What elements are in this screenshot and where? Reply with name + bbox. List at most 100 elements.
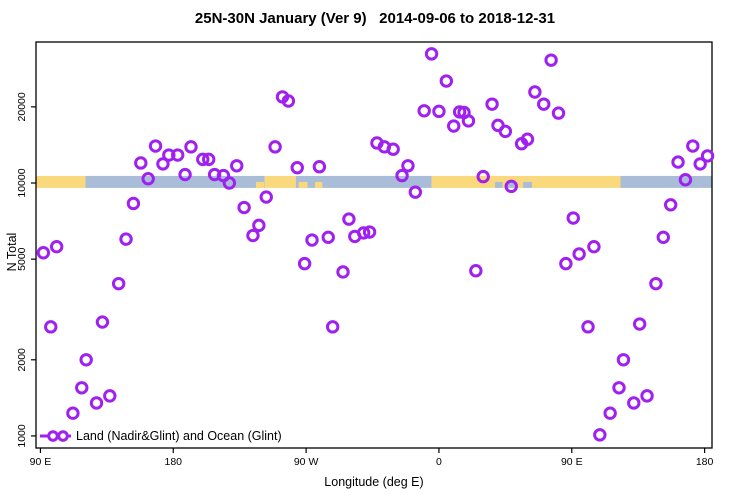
data-point (640, 389, 654, 403)
legend-point-icon (47, 430, 59, 442)
data-point (141, 172, 155, 186)
data-point (268, 140, 282, 154)
ocean-band-segment (85, 175, 265, 188)
data-point (162, 148, 176, 162)
data-point (395, 168, 409, 183)
x-tick-label: 90 W (294, 456, 319, 468)
data-point (259, 190, 273, 204)
data-point (656, 230, 670, 245)
data-point (572, 247, 586, 261)
data-point (686, 139, 700, 153)
data-point (627, 396, 641, 410)
data-point (566, 211, 580, 225)
data-point (312, 160, 327, 174)
data-point (485, 97, 499, 111)
data-point (222, 176, 237, 190)
data-point (417, 104, 431, 118)
x-tick-label: 180 (696, 456, 714, 468)
legend-label: Land (Nadir&Glint) and Ocean (Glint) (76, 429, 282, 443)
data-point (79, 353, 93, 367)
data-point (252, 218, 266, 233)
data-point (103, 389, 117, 403)
data-point (386, 142, 400, 156)
data-point (700, 149, 715, 163)
data-point (89, 396, 104, 410)
data-point (95, 315, 110, 329)
ocean-band-patch (506, 181, 518, 188)
data-point (297, 256, 312, 271)
data-point (408, 185, 423, 199)
data-point (237, 200, 251, 215)
data-point (537, 97, 551, 111)
data-point (75, 381, 89, 395)
data-point (469, 264, 483, 278)
data-point (134, 156, 148, 170)
x-tick-label: 90 E (30, 456, 52, 468)
y-tick-label: 2000 (16, 348, 28, 372)
y-tick-label: 1000 (16, 424, 28, 448)
y-tick-label: 5000 (16, 247, 28, 271)
data-point (66, 406, 80, 420)
data-point (476, 169, 490, 184)
data-point (44, 320, 58, 334)
data-point (201, 152, 216, 167)
data-point (401, 159, 415, 173)
data-point (432, 104, 446, 119)
data-point (551, 106, 566, 120)
data-point (559, 256, 573, 271)
data-point (119, 232, 133, 246)
data-point (356, 226, 371, 240)
data-point (504, 179, 518, 194)
data-point (305, 233, 319, 247)
ocean-band-patch (523, 181, 532, 188)
data-point (603, 406, 617, 420)
data-point (325, 320, 340, 334)
data-point (587, 239, 601, 254)
data-point (616, 353, 631, 367)
x-tick-label: 0 (436, 456, 442, 468)
x-tick-label: 180 (165, 456, 183, 468)
data-point (184, 140, 198, 154)
data-point (581, 320, 595, 334)
data-point (447, 119, 461, 133)
data-point (362, 225, 377, 239)
data-point (281, 94, 296, 108)
data-point (528, 85, 542, 99)
land-band-patch (298, 181, 308, 188)
chart-title: 25N-30N January (Ver 9) 2014-09-06 to 20… (194, 10, 556, 27)
land-band-patch (314, 181, 323, 188)
data-point (156, 157, 170, 171)
data-point (342, 212, 356, 226)
data-point (612, 381, 626, 395)
data-point (678, 173, 693, 187)
data-point (178, 167, 192, 182)
x-tick-label: 90 E (561, 456, 583, 468)
land-band-segment (36, 175, 86, 188)
data-point (544, 53, 558, 67)
data-point (111, 276, 126, 291)
data-point (321, 230, 335, 245)
plot-box (35, 41, 713, 449)
data-point (693, 157, 707, 171)
ocean-band-segment (620, 175, 712, 188)
y-tick-label: 20000 (16, 92, 28, 121)
data-point (196, 152, 210, 167)
data-point (461, 114, 476, 128)
data-point (336, 265, 350, 279)
data-point (439, 74, 454, 88)
legend-point-icon (57, 430, 69, 442)
land-band-segment (264, 175, 296, 188)
ocean-band-patch (495, 181, 503, 188)
data-point (290, 160, 304, 175)
data-point (632, 317, 647, 331)
data-point (520, 132, 535, 146)
y-tick-label: 10000 (16, 168, 28, 197)
data-point (170, 148, 185, 162)
data-point (36, 246, 51, 260)
data-point (49, 239, 64, 254)
data-point (424, 47, 439, 61)
data-point (649, 276, 663, 291)
x-axis-title: Longitude (deg E) (324, 475, 424, 489)
